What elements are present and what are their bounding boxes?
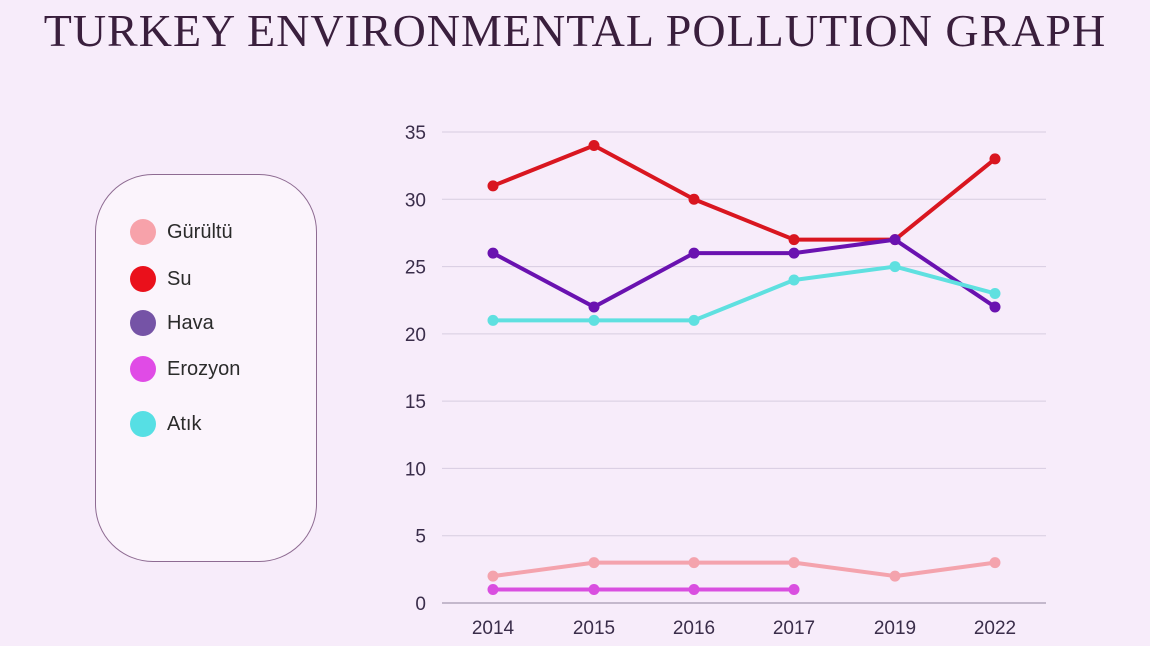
data-point (889, 234, 901, 246)
series-line-at-k (491, 264, 997, 323)
legend-label-hava: Hava (167, 311, 214, 334)
data-point (588, 314, 600, 326)
data-point (788, 274, 800, 286)
legend-swatch-gurultu (130, 219, 156, 245)
data-point (989, 301, 1001, 313)
legend-swatch-erozyon (130, 356, 156, 382)
legend-label-su: Su (167, 267, 192, 290)
legend: Gürültü Su Hava Erozyon Atık (95, 174, 317, 562)
data-point (688, 314, 700, 326)
legend-item-erozyon: Erozyon (130, 356, 240, 382)
series-su (487, 139, 1001, 246)
data-point (889, 570, 901, 582)
x-tick-label: 2015 (573, 618, 615, 639)
x-tick-label: 2022 (974, 618, 1016, 639)
data-point (989, 557, 1001, 569)
data-point (688, 193, 700, 205)
y-tick-label: 5 (415, 527, 426, 548)
y-tick-label: 35 (405, 123, 426, 144)
legend-item-hava: Hava (130, 310, 214, 336)
data-point (788, 584, 800, 596)
legend-label-gurultu: Gürültü (167, 220, 233, 243)
y-tick-label: 20 (405, 325, 426, 346)
y-tick-label: 25 (405, 258, 426, 279)
series-line-hava (491, 237, 997, 309)
y-tick-label: 10 (405, 459, 426, 480)
data-point (688, 584, 700, 596)
y-axis-ticks: 0 5 10 15 20 25 30 35 (405, 123, 426, 615)
data-point (487, 584, 499, 596)
data-point (588, 139, 600, 151)
series-g-r-lt- (487, 557, 1001, 582)
series-line-su (491, 143, 997, 242)
x-tick-label: 2017 (773, 618, 815, 639)
series-erozyon (487, 584, 800, 596)
y-tick-label: 15 (405, 392, 426, 413)
legend-swatch-atik (130, 411, 156, 437)
x-tick-label: 2019 (874, 618, 916, 639)
legend-item-atik: Atık (130, 411, 201, 437)
y-tick-label: 0 (415, 594, 426, 615)
x-tick-label: 2016 (673, 618, 715, 639)
series-hava (487, 234, 1001, 313)
series-line-g-r-lt- (491, 560, 997, 579)
legend-item-su: Su (130, 266, 191, 292)
y-tick-label: 30 (405, 190, 426, 211)
legend-swatch-su (130, 266, 156, 292)
data-point (788, 234, 800, 246)
legend-item-gurultu: Gürültü (130, 219, 233, 245)
x-axis-ticks: 2014 2015 2016 2017 2019 2022 (472, 618, 1016, 639)
data-point (788, 247, 800, 259)
data-point (688, 247, 700, 259)
data-point (588, 557, 600, 569)
gridlines (442, 131, 1046, 604)
data-point (487, 247, 499, 259)
chart-title: TURKEY ENVIRONMENTAL POLLUTION GRAPH (43, 5, 1107, 56)
data-point (989, 287, 1001, 299)
legend-label-atik: Atık (167, 412, 202, 435)
data-point (487, 314, 499, 326)
data-point (788, 557, 800, 569)
series-lines (487, 139, 1001, 596)
series-at-k (487, 261, 1001, 326)
data-point (989, 153, 1001, 165)
data-point (889, 261, 901, 273)
legend-swatch-hava (130, 310, 156, 336)
data-point (487, 570, 499, 582)
data-point (487, 180, 499, 192)
legend-label-erozyon: Erozyon (167, 357, 241, 380)
data-point (588, 584, 600, 596)
x-tick-label: 2014 (472, 618, 515, 639)
data-point (688, 557, 700, 569)
data-point (588, 301, 600, 313)
